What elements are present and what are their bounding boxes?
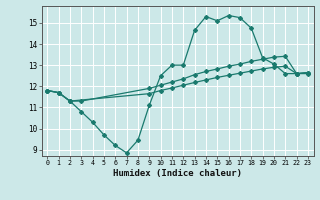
- X-axis label: Humidex (Indice chaleur): Humidex (Indice chaleur): [113, 169, 242, 178]
